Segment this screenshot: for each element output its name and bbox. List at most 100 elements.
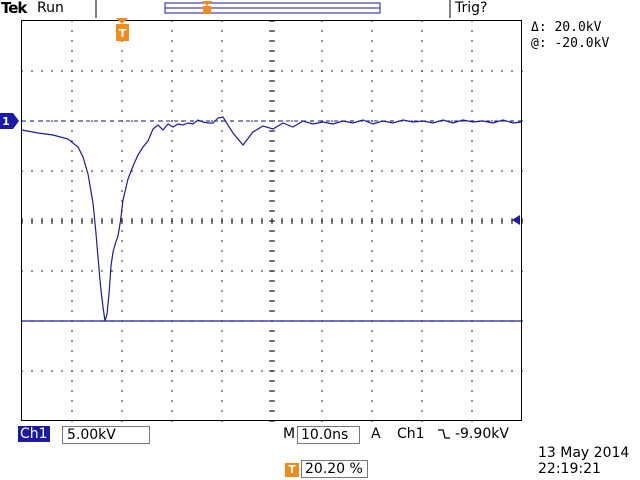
graticule-dot bbox=[491, 120, 493, 122]
graticule-dot bbox=[221, 290, 223, 292]
graticule-dot bbox=[211, 170, 213, 172]
graticule-dot bbox=[71, 90, 73, 92]
graticule-dot bbox=[111, 170, 113, 172]
graticule-dot bbox=[171, 170, 173, 172]
graticule-dot bbox=[411, 120, 413, 122]
graticule-dot bbox=[471, 190, 473, 192]
trigger-level[interactable]: -9.90kV bbox=[455, 426, 509, 442]
graticule-dot bbox=[471, 250, 473, 252]
graticule-dot bbox=[131, 70, 133, 72]
graticule-dot bbox=[51, 70, 53, 72]
graticule-dot bbox=[371, 290, 373, 292]
graticule-dot bbox=[251, 370, 253, 372]
graticule-dot bbox=[371, 410, 373, 412]
graticule-dot bbox=[511, 270, 513, 272]
graticule-dot bbox=[121, 60, 123, 62]
graticule-dot bbox=[511, 170, 513, 172]
graticule-dot bbox=[221, 250, 223, 252]
graticule-dot bbox=[61, 370, 63, 372]
graticule-dot bbox=[471, 100, 473, 102]
graticule-dot bbox=[121, 90, 123, 92]
graticule-dot bbox=[221, 40, 223, 42]
cursor-position-readout: @: -20.0kV bbox=[531, 36, 610, 51]
graticule-dot bbox=[471, 230, 473, 232]
waveform-trace bbox=[21, 116, 523, 322]
graticule-dot bbox=[71, 210, 73, 212]
graticule-dot bbox=[351, 70, 353, 72]
graticule-dot bbox=[171, 200, 173, 202]
channel-ground-marker[interactable]: 1 bbox=[0, 113, 19, 129]
graticule-dot bbox=[221, 240, 223, 242]
graticule-dot bbox=[441, 270, 443, 272]
graticule-dot bbox=[71, 100, 73, 102]
graticule-dot bbox=[241, 170, 243, 172]
graticule-dot bbox=[221, 360, 223, 362]
graticule-dot bbox=[371, 110, 373, 112]
graticule-dot bbox=[371, 260, 373, 262]
graticule-dot bbox=[71, 50, 73, 52]
trigger-position-marker[interactable]: T bbox=[116, 18, 129, 41]
graticule-dot bbox=[71, 140, 73, 142]
graticule-dot bbox=[521, 70, 523, 72]
trigger-mode-label: A bbox=[371, 426, 381, 442]
graticule-dot bbox=[71, 150, 73, 152]
graticule-dot bbox=[421, 40, 423, 42]
graticule-dot bbox=[111, 370, 113, 372]
graticule-dot bbox=[191, 270, 193, 272]
graticule-dot bbox=[311, 170, 313, 172]
graticule-dot bbox=[421, 60, 423, 62]
graticule-dot bbox=[421, 300, 423, 302]
graticule-dot bbox=[321, 70, 323, 72]
graticule-dot bbox=[221, 50, 223, 52]
graticule-dot bbox=[81, 70, 83, 72]
graticule-dot bbox=[421, 350, 423, 352]
graticule-dot bbox=[281, 370, 283, 372]
graticule-dot bbox=[131, 370, 133, 372]
graticule-dot bbox=[171, 60, 173, 62]
graticule-dot bbox=[471, 50, 473, 52]
graticule-dot bbox=[371, 230, 373, 232]
graticule-dot bbox=[421, 370, 423, 372]
graticule-dot bbox=[191, 70, 193, 72]
graticule-dot bbox=[311, 270, 313, 272]
graticule-dot bbox=[421, 410, 423, 412]
vertical-scale[interactable]: 5.00kV bbox=[62, 426, 150, 444]
graticule-dot bbox=[231, 170, 233, 172]
graticule-dot bbox=[321, 260, 323, 262]
graticule-dot bbox=[51, 120, 53, 122]
graticule-dot bbox=[411, 70, 413, 72]
graticule-dot bbox=[141, 170, 143, 172]
graticule-dot bbox=[71, 330, 73, 332]
graticule-dot bbox=[461, 270, 463, 272]
graticule-dot bbox=[71, 300, 73, 302]
trigger-source[interactable]: Ch1 bbox=[397, 426, 425, 442]
graticule-dot bbox=[321, 340, 323, 342]
graticule-dot bbox=[241, 370, 243, 372]
graticule-dot bbox=[361, 270, 363, 272]
timebase-value[interactable]: 10.0ns bbox=[297, 426, 360, 444]
graticule-dot bbox=[71, 350, 73, 352]
graticule-dot bbox=[501, 370, 503, 372]
record-position-bar bbox=[164, 1, 381, 14]
channel-label[interactable]: Ch1 bbox=[18, 426, 50, 442]
horizontal-position-value[interactable]: 20.20 % bbox=[301, 460, 368, 478]
graticule-dot bbox=[171, 370, 173, 372]
graticule-dot bbox=[61, 270, 63, 272]
graticule-dot bbox=[171, 290, 173, 292]
graticule-dot bbox=[521, 370, 523, 372]
graticule-dot bbox=[121, 110, 123, 112]
graticule-dot bbox=[71, 180, 73, 182]
graticule-dot bbox=[21, 70, 23, 72]
graticule-dot bbox=[171, 380, 173, 382]
graticule-dot bbox=[161, 70, 163, 72]
graticule-dot bbox=[171, 190, 173, 192]
trigger-level-marker[interactable] bbox=[512, 215, 520, 225]
graticule-dot bbox=[371, 60, 373, 62]
graticule-dot bbox=[71, 170, 73, 172]
graticule-dot bbox=[221, 180, 223, 182]
graticule-dot bbox=[231, 370, 233, 372]
graticule-dot bbox=[471, 200, 473, 202]
graticule-dot bbox=[321, 300, 323, 302]
graticule-dot bbox=[481, 170, 483, 172]
graticule-dot bbox=[61, 170, 63, 172]
